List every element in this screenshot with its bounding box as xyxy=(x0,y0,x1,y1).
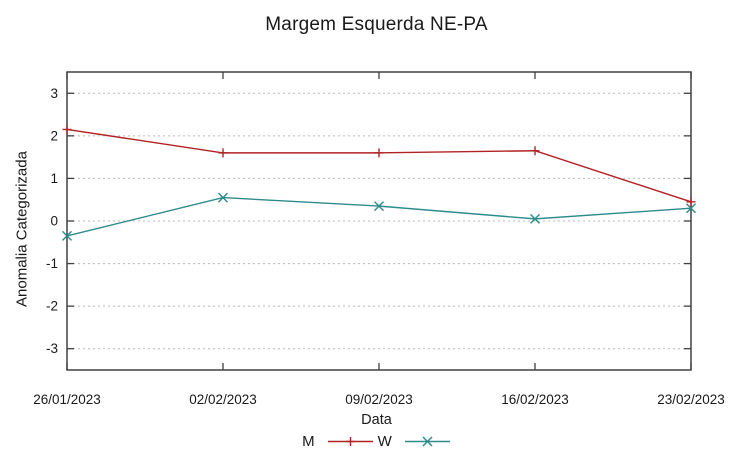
legend-line-sample xyxy=(327,437,373,446)
cross-marker xyxy=(62,230,72,241)
legend-label: M xyxy=(302,433,315,450)
x-tick-label: 02/02/2023 xyxy=(189,392,257,407)
y-tick-label: -1 xyxy=(46,256,58,271)
y-tick-label: 3 xyxy=(50,86,58,101)
cross-marker xyxy=(422,436,433,447)
y-tick-label: 2 xyxy=(50,128,58,143)
series-line-w xyxy=(66,196,692,237)
series-line-m xyxy=(66,128,692,203)
legend-item-m: M xyxy=(302,433,374,450)
legend-item-w: W xyxy=(378,433,451,450)
y-tick-label: 0 xyxy=(50,214,58,229)
x-tick-label: 26/01/2023 xyxy=(33,392,101,407)
y-axis-label: Anomalia Categorizada xyxy=(13,151,31,307)
x-tick-label: 16/02/2023 xyxy=(501,392,569,407)
cross-marker xyxy=(374,201,384,212)
legend-label: W xyxy=(377,433,392,450)
y-tick-label: -3 xyxy=(46,341,58,356)
cross-marker xyxy=(530,213,540,224)
x-tick-label: 23/02/2023 xyxy=(657,392,725,407)
cross-marker xyxy=(218,192,228,203)
chart-title: Margem Esquerda NE-PA xyxy=(265,14,488,35)
x-axis-label: Data xyxy=(361,412,392,428)
y-tick-label: 1 xyxy=(50,171,58,186)
legend-line-sample xyxy=(404,436,450,447)
x-tick-label: 09/02/2023 xyxy=(345,392,413,407)
y-tick-label: -2 xyxy=(46,299,58,314)
cross-marker xyxy=(686,203,696,214)
